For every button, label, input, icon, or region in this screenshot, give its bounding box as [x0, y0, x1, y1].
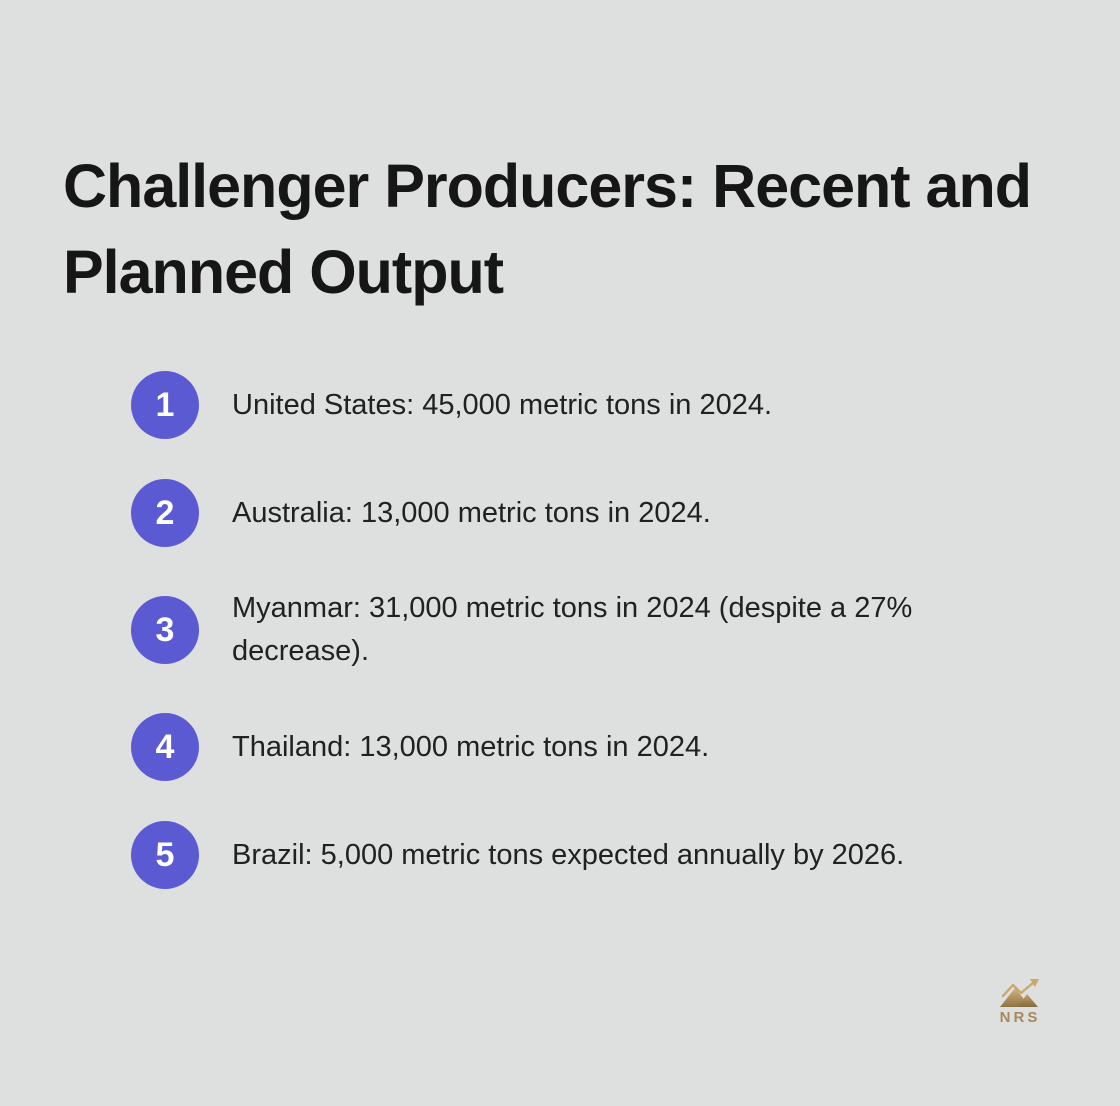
list-item: 3 Myanmar: 31,000 metric tons in 2024 (d… [131, 587, 1032, 673]
list-item: 5 Brazil: 5,000 metric tons expected ann… [131, 821, 1032, 889]
item-number-badge: 4 [131, 713, 199, 781]
brand-logo: NRS [995, 979, 1045, 1026]
item-text: Australia: 13,000 metric tons in 2024. [232, 496, 711, 529]
item-text: United States: 45,000 metric tons in 202… [232, 388, 773, 421]
numbered-list: 1 United States: 45,000 metric tons in 2… [131, 371, 1032, 889]
item-text: Brazil: 5,000 metric tons expected annua… [232, 838, 905, 871]
page-title: Challenger Producers: Recent and Planned… [63, 151, 1032, 306]
item-number-badge: 3 [131, 596, 199, 664]
brand-name: NRS [999, 1009, 1041, 1026]
mountain-trend-arrow-icon [998, 979, 1042, 1008]
list-item: 1 United States: 45,000 metric tons in 2… [131, 371, 1032, 439]
item-number-badge: 2 [131, 479, 199, 547]
item-text: Thailand: 13,000 metric tons in 2024. [232, 730, 710, 763]
item-number-badge: 5 [131, 821, 199, 889]
item-number-badge: 1 [131, 371, 199, 439]
item-text: Myanmar: 31,000 metric tons in 2024 (des… [232, 592, 913, 667]
list-item: 2 Australia: 13,000 metric tons in 2024. [131, 479, 1032, 547]
list-item: 4 Thailand: 13,000 metric tons in 2024. [131, 713, 1032, 781]
